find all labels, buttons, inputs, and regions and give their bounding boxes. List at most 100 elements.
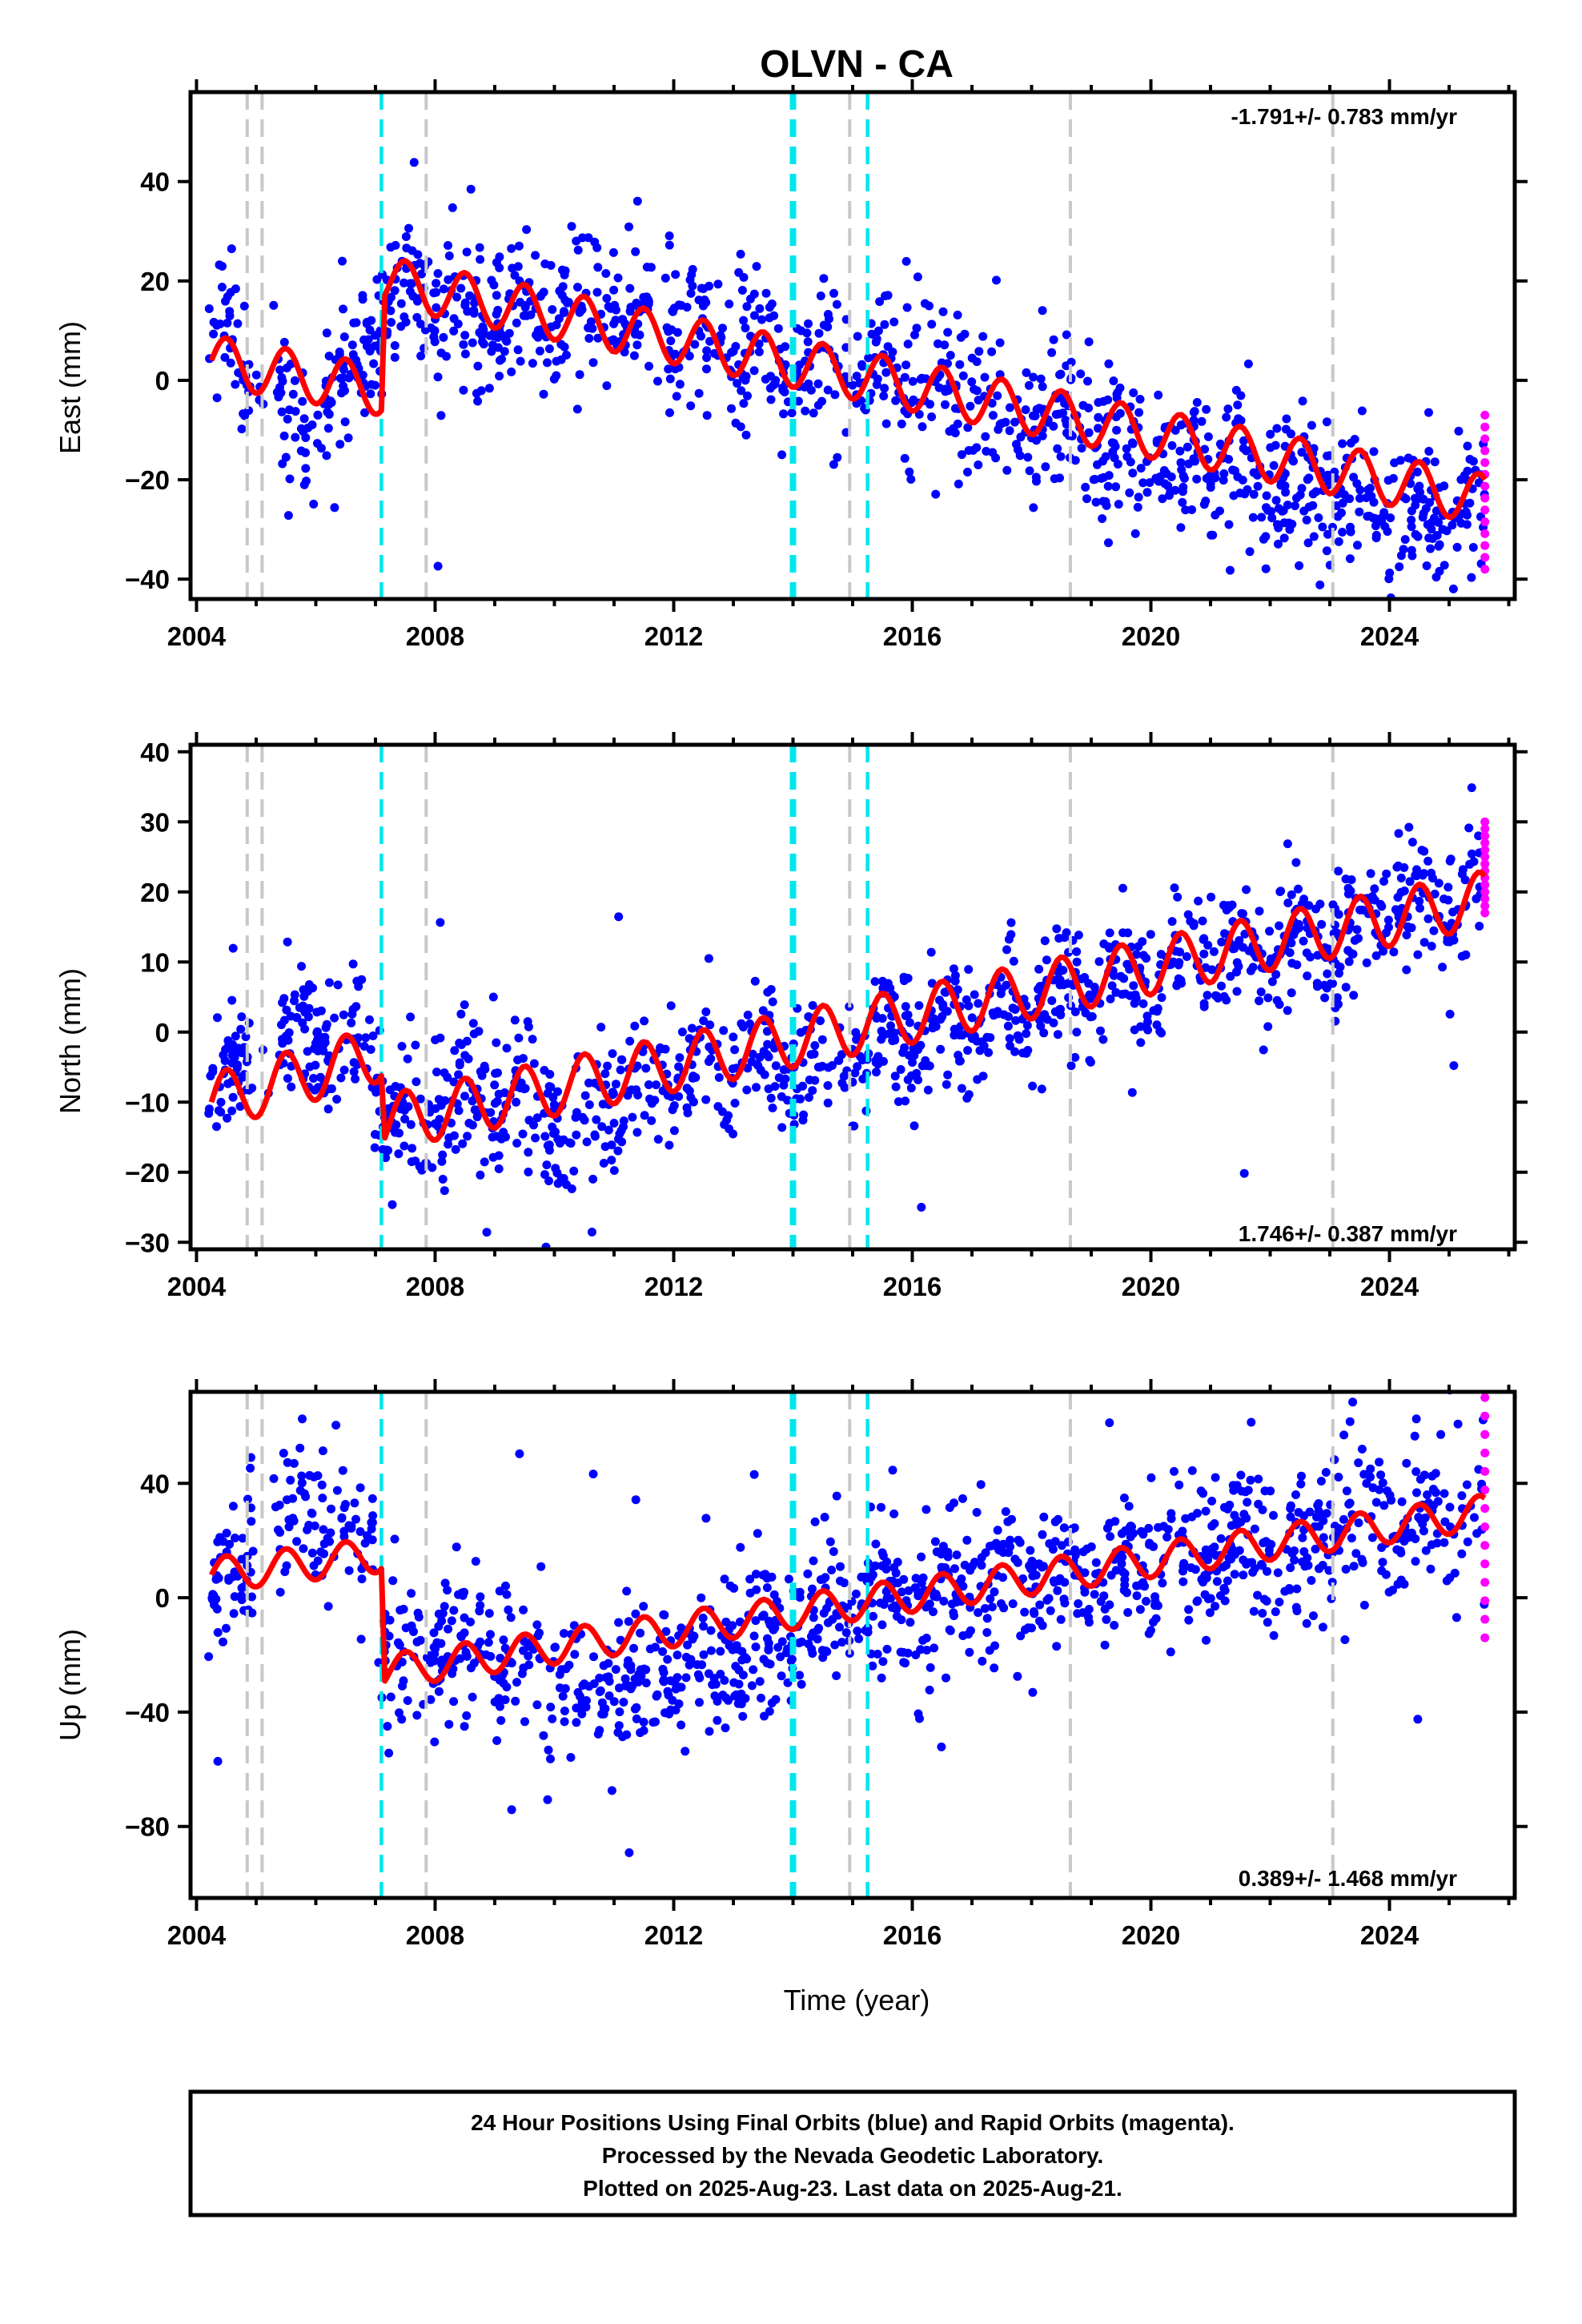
up-point <box>416 1635 425 1645</box>
east-point <box>231 284 240 294</box>
north-point <box>632 1128 642 1137</box>
north-point <box>738 1023 748 1031</box>
north-point <box>1283 899 1293 907</box>
north-point <box>278 998 287 1007</box>
east-point <box>1267 513 1277 523</box>
north-point <box>666 1001 676 1011</box>
north-point <box>512 1097 521 1107</box>
east-point <box>938 307 948 316</box>
east-point <box>829 288 838 298</box>
east-point <box>665 231 674 240</box>
up-point <box>751 1642 761 1651</box>
north-rapid-point <box>1480 887 1490 897</box>
up-point <box>440 1578 450 1588</box>
north-point <box>1469 857 1479 866</box>
east-point <box>1338 528 1347 537</box>
footer-frame <box>188 2089 1517 2217</box>
east-point <box>1036 374 1046 384</box>
north-point <box>512 1139 522 1148</box>
north-point <box>764 1052 773 1062</box>
north-rapid-point <box>1480 895 1490 903</box>
north-point <box>1198 916 1207 926</box>
up-point <box>733 1699 743 1708</box>
up-point <box>1354 1458 1363 1468</box>
east-point <box>1191 456 1199 466</box>
up-point <box>673 1651 682 1660</box>
up-point <box>835 1622 844 1632</box>
up-point <box>1149 1618 1158 1627</box>
up-rapid-point <box>1480 1411 1490 1421</box>
north-point <box>799 1110 809 1120</box>
up-point <box>614 1721 624 1731</box>
up-point <box>1261 1537 1271 1546</box>
north-point <box>661 1044 670 1054</box>
up-point <box>1086 1542 1096 1551</box>
east-point <box>910 330 919 340</box>
north-point <box>729 1032 738 1042</box>
north-point <box>416 1094 425 1104</box>
north-point <box>743 1063 753 1073</box>
north-point <box>625 1036 635 1046</box>
up-point <box>1070 1523 1079 1533</box>
north-point <box>808 1086 817 1096</box>
east-point <box>1383 527 1392 537</box>
east-point <box>526 310 536 320</box>
east-point <box>522 225 532 235</box>
north-point <box>449 1077 459 1087</box>
north-point <box>1157 1028 1166 1038</box>
north-point <box>950 971 960 980</box>
east-point <box>1222 412 1231 422</box>
up-point <box>615 1683 624 1693</box>
north-point <box>1255 907 1264 916</box>
north-point <box>906 1084 916 1093</box>
north-point <box>460 1092 469 1101</box>
north-point <box>1129 981 1138 991</box>
east-point <box>277 373 287 382</box>
east-point <box>588 358 598 368</box>
up-point <box>622 1586 632 1596</box>
east-point <box>519 311 528 320</box>
up-point <box>430 1656 439 1666</box>
north-point <box>1341 875 1351 884</box>
east-point <box>1015 451 1025 460</box>
north-point <box>1203 940 1213 950</box>
east-point <box>739 316 749 325</box>
north-point <box>964 1001 974 1011</box>
north-point <box>917 1203 926 1212</box>
up-point <box>1205 1608 1215 1618</box>
up-point <box>1410 1431 1419 1441</box>
east-point <box>813 400 823 410</box>
up-point <box>1358 1558 1367 1567</box>
north-point <box>1098 1035 1108 1044</box>
north-point <box>870 977 880 987</box>
north-point <box>596 1023 606 1032</box>
east-y-tick-label: 20 <box>140 267 170 296</box>
east-point <box>1297 484 1307 493</box>
panel-north: 2004 2008 2012 2016 2020 2024−30−20−100102030… <box>54 732 1528 1301</box>
east-point <box>439 284 448 294</box>
east-point <box>495 372 504 381</box>
north-final-orbit-points <box>204 783 1488 1249</box>
north-point <box>810 1041 820 1050</box>
up-point <box>1202 1635 1211 1645</box>
east-point <box>1297 448 1307 457</box>
up-point <box>929 1607 938 1617</box>
up-point <box>962 1535 972 1545</box>
up-point <box>794 1638 804 1647</box>
east-point <box>1001 417 1010 427</box>
north-point <box>609 1166 619 1176</box>
north-point <box>417 1165 427 1175</box>
up-point <box>1297 1471 1306 1481</box>
north-point <box>387 1200 397 1209</box>
up-point <box>1243 1486 1253 1495</box>
north-point <box>540 1132 550 1141</box>
up-point <box>230 1592 239 1602</box>
east-point <box>737 386 746 396</box>
east-point <box>1362 493 1371 502</box>
north-point <box>403 1054 412 1063</box>
east-point <box>1108 447 1118 456</box>
up-rapid-point <box>1480 1448 1490 1458</box>
north-point <box>333 980 343 990</box>
east-point <box>460 300 470 310</box>
